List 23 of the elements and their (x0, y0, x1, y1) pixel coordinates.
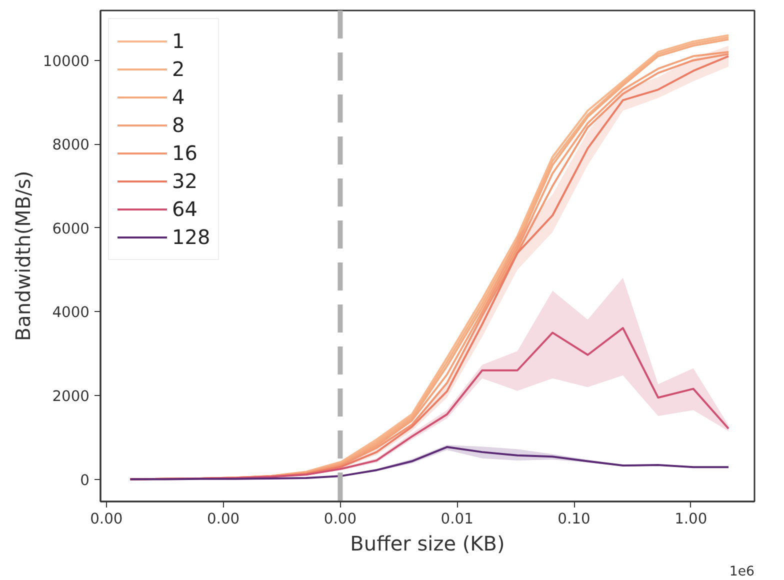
y-tick-label: 0 (80, 472, 90, 489)
x-axis-title: Buffer size (KB) (350, 532, 505, 556)
legend-label: 16 (172, 140, 198, 167)
legend-label: 8 (172, 112, 186, 139)
text: 1e6 (729, 564, 755, 580)
x-tick-label: 1.00 (674, 510, 708, 528)
x-tick-label: 0.00 (324, 510, 357, 528)
y-tick-label: 4000 (52, 304, 90, 322)
legend-label: 4 (172, 84, 186, 111)
x-tick-label: 0.01 (440, 510, 474, 528)
x-tick-label: 0.00 (90, 510, 123, 528)
x-tick-label: 0.00 (206, 510, 240, 528)
y-tick-label: 2000 (52, 388, 90, 406)
legend-label: 128 (172, 224, 210, 251)
legend-label: 32 (172, 168, 198, 195)
y-axis-title: Bandwidth(MB/s) (10, 170, 35, 342)
legend-label: 2 (172, 56, 186, 83)
legend-label: 64 (172, 196, 198, 223)
y-tick-label: 8000 (52, 136, 90, 154)
x-tick-label: 0.10 (558, 510, 590, 528)
legend-label: 1 (172, 28, 186, 55)
y-tick-label: 6000 (52, 220, 90, 238)
y-tick-label: 10000 (42, 52, 90, 70)
